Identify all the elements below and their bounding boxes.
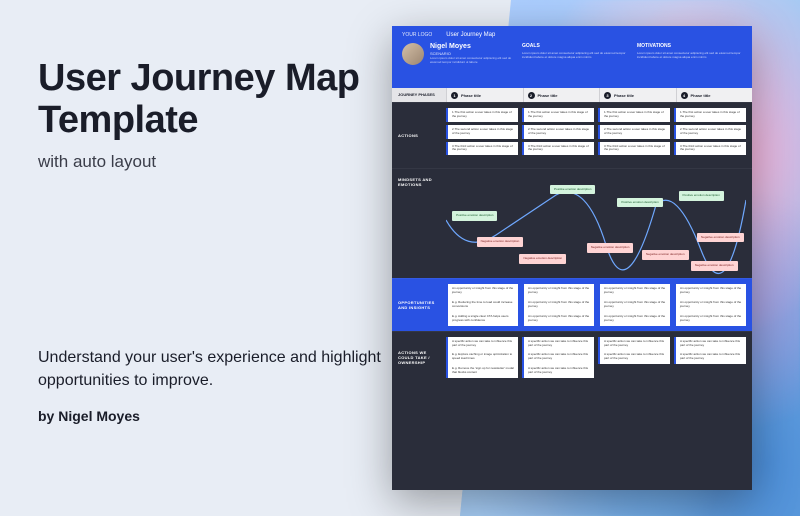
phase-3-label: Phase title [614,93,634,98]
journey-card: An opportunity or insight from this stag… [674,284,746,298]
journey-card: 1.The first action a user takes in this … [446,108,518,122]
mindsets-label: MINDSETS AND EMOTIONS [392,169,446,278]
journey-card: E.g. Adding a single clear CTA helps use… [446,312,518,326]
journey-card: 1.The first action a user takes in this … [674,108,746,122]
phase-2: 2Phase title [523,88,600,102]
journey-card: An opportunity or insight from this stag… [598,312,670,326]
logo-placeholder: YOUR LOGO [402,32,432,38]
journey-map-template: YOUR LOGO User Journey Map Nigel Moyes S… [392,26,752,490]
phase-1: 1Phase title [446,88,523,102]
negative-emotion: Negative emotion description [697,233,744,243]
page-title: User Journey Map Template [38,58,378,142]
card-column: A specific action we can take to influen… [598,337,670,378]
promo-text-block: User Journey Map Template with auto layo… [38,58,378,172]
motivations-column: MOTIVATIONS Lorem ipsum dolor sit amet c… [637,43,742,59]
card-column: 1.The first action a user takes in this … [446,108,518,155]
goals-title: GOALS [522,43,627,49]
phase-1-label: Phase title [461,93,481,98]
journey-card: 2.The second action a user takes in this… [522,125,594,139]
journey-card: E.g. Explore caching or image optimizati… [446,350,518,364]
card-column: An opportunity or insight from this stag… [446,284,518,325]
positive-emotion: Positive emotion description [617,198,662,208]
journey-card: A specific action we can take to influen… [522,364,594,378]
card-column: An opportunity or insight from this stag… [674,284,746,325]
journey-card: E.g. Remove the 'sign up for newsletter'… [446,364,518,378]
persona-name: Nigel Moyes [430,43,512,50]
journey-card: A specific action we can take to influen… [598,350,670,364]
journey-card: 1.The first action a user takes in this … [598,108,670,122]
motivations-title: MOTIVATIONS [637,43,742,49]
journey-card: E.g. Reducing the time to load could inc… [446,298,518,312]
journey-card: An opportunity or insight from this stag… [522,312,594,326]
phases-bar: JOURNEY PHASES 1Phase title 2Phase title… [392,88,752,102]
phase-2-label: Phase title [538,93,558,98]
positive-emotion: Positive emotion description [679,191,724,201]
card-column: 1.The first action a user takes in this … [522,108,594,155]
page-subtitle: with auto layout [38,152,378,172]
journey-card: 3.The third action a user takes in this … [674,142,746,156]
motivations-text: Lorem ipsum dolor sit amet consectetur a… [637,51,742,59]
opportunities-label: OPPORTUNITIES AND INSIGHTS [392,279,446,330]
phase-1-num: 1 [451,92,458,99]
persona-desc: Lorem ipsum dolor sit amet consectetur a… [430,57,512,65]
journey-card: An opportunity or insight from this stag… [674,312,746,326]
phase-3-num: 3 [604,92,611,99]
phase-4: 4Phase title [676,88,753,102]
journey-card: An opportunity or insight from this stag… [598,298,670,312]
positive-emotion: Positive emotion description [452,211,497,221]
avatar [402,43,424,65]
journey-card: A specific action we can take to influen… [522,350,594,364]
phases-bar-label: JOURNEY PHASES [392,88,446,102]
journey-card: An opportunity or insight from this stag… [598,284,670,298]
negative-emotion: Negative emotion description [519,254,566,264]
negative-emotion: Negative emotion description [642,250,689,260]
card-column: A specific action we can take to influen… [446,337,518,378]
goals-text: Lorem ipsum dolor sit amet consectetur a… [522,51,627,59]
journey-card: A specific action we can take to influen… [522,337,594,351]
actions-label: ACTIONS [392,103,446,168]
phase-4-num: 4 [681,92,688,99]
journey-card: A specific action we can take to influen… [674,350,746,364]
phase-3: 3Phase title [599,88,676,102]
journey-card: An opportunity or insight from this stag… [522,284,594,298]
persona-block: Nigel Moyes SCENARIO Lorem ipsum dolor s… [402,43,512,65]
phase-4-label: Phase title [691,93,711,98]
card-column: 1.The first action a user takes in this … [598,108,670,155]
journey-card: 1.The first action a user takes in this … [522,108,594,122]
journey-card: 3.The third action a user takes in this … [598,142,670,156]
journey-card: An opportunity or insight from this stag… [522,298,594,312]
phase-2-num: 2 [528,92,535,99]
journey-card: A specific action we can take to influen… [674,337,746,351]
ownership-label: ACTIONS WE COULD TAKE / OWNERSHIP [392,332,446,383]
card-column: An opportunity or insight from this stag… [598,284,670,325]
mindsets-section: MINDSETS AND EMOTIONS Positive emotion d… [392,168,752,278]
journey-card: A specific action we can take to influen… [446,337,518,351]
journey-card: An opportunity or insight from this stag… [674,298,746,312]
breadcrumb: User Journey Map [446,32,495,38]
journey-card: 2.The second action a user takes in this… [446,125,518,139]
byline: by Nigel Moyes [38,408,388,424]
opportunities-section: OPPORTUNITIES AND INSIGHTS An opportunit… [392,278,752,330]
negative-emotion: Negative emotion description [477,237,524,247]
card-column: A specific action we can take to influen… [674,337,746,378]
goals-column: GOALS Lorem ipsum dolor sit amet consect… [522,43,627,59]
journey-card: An opportunity or insight from this stag… [446,284,518,298]
card-column: 1.The first action a user takes in this … [674,108,746,155]
template-header: YOUR LOGO User Journey Map Nigel Moyes S… [392,26,752,88]
journey-card: A specific action we can take to influen… [598,337,670,351]
card-column: A specific action we can take to influen… [522,337,594,378]
journey-card: 3.The third action a user takes in this … [522,142,594,156]
journey-card: 3.The third action a user takes in this … [446,142,518,156]
ownership-section: ACTIONS WE COULD TAKE / OWNERSHIP A spec… [392,331,752,383]
promo-desc-block: Understand your user's experience and hi… [38,346,388,424]
negative-emotion: Negative emotion description [691,261,738,271]
journey-card: 2.The second action a user takes in this… [674,125,746,139]
journey-card: 2.The second action a user takes in this… [598,125,670,139]
actions-section: ACTIONS 1.The first action a user takes … [392,102,752,168]
positive-emotion: Positive emotion description [550,185,595,195]
page-description: Understand your user's experience and hi… [38,346,388,392]
card-column: An opportunity or insight from this stag… [522,284,594,325]
negative-emotion: Negative emotion description [587,243,634,253]
